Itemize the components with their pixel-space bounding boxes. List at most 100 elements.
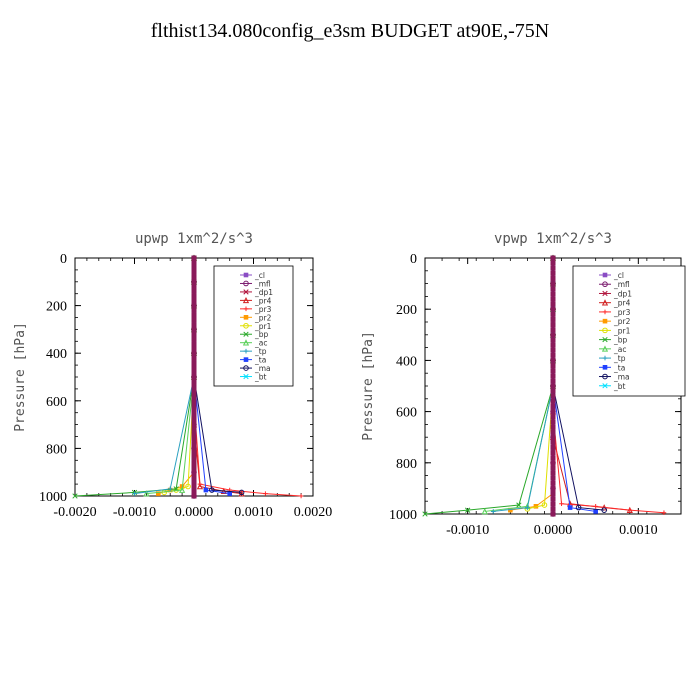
- y-tick-label: 600: [46, 395, 67, 410]
- chart-panel-1: upwp 1xm^2/s^3 Pressure [hPa] 0 200 400 600 80…: [13, 231, 332, 520]
- legend-label: _pr1: [613, 326, 631, 335]
- data-point: [243, 322, 249, 329]
- data-point: [550, 496, 556, 502]
- series-pr1: [161, 255, 197, 496]
- data-point: [550, 286, 556, 292]
- data-point: [602, 327, 608, 334]
- data-point: [550, 378, 556, 384]
- data-point: [550, 368, 556, 374]
- legend-label: _pr4: [613, 299, 631, 308]
- y-tick-label: 1000: [39, 490, 67, 505]
- legend-label: _dp1: [254, 288, 273, 297]
- data-point: [550, 383, 556, 389]
- series-line: [158, 258, 195, 495]
- data-point: [243, 315, 249, 320]
- data-point: [191, 407, 197, 413]
- data-point: [191, 422, 197, 428]
- series-pr2: [508, 255, 556, 513]
- data-point: [550, 455, 556, 461]
- data-point: [661, 510, 667, 516]
- data-point: [550, 424, 556, 430]
- data-point: [465, 507, 471, 513]
- data-point: [191, 388, 197, 394]
- data-point: [191, 269, 197, 275]
- y-tick-label: 0: [410, 252, 417, 267]
- data-point: [197, 481, 203, 487]
- data-point: [550, 485, 556, 491]
- y-tick-label: 400: [396, 354, 417, 369]
- page-title: flthist134.080config_e3sm BUDGET at90E,-…: [150, 20, 550, 42]
- x-tick-label: 0.0010: [234, 505, 273, 520]
- data-point: [191, 331, 197, 337]
- data-point: [191, 493, 197, 499]
- data-point: [298, 493, 304, 499]
- y-tick-label: 200: [46, 300, 67, 315]
- data-point: [196, 483, 204, 490]
- data-point: [191, 417, 197, 423]
- legend-label: _ac: [613, 345, 626, 354]
- data-point: [191, 403, 197, 409]
- data-point: [191, 445, 197, 451]
- data-point: [191, 293, 197, 299]
- data-point: [525, 505, 530, 510]
- data-point: [550, 373, 556, 379]
- data-point: [191, 260, 197, 266]
- data-point: [550, 465, 556, 471]
- x-tick-label: -0.0010: [446, 523, 489, 538]
- legend-label: _ac: [254, 339, 267, 348]
- data-point: [191, 317, 197, 323]
- data-point: [191, 412, 197, 418]
- legend-label: _pr3: [254, 305, 272, 314]
- data-point: [191, 369, 197, 375]
- data-point: [191, 464, 197, 470]
- legend-label: _bt: [613, 382, 626, 391]
- data-point: [191, 364, 197, 370]
- data-point: [550, 398, 556, 404]
- data-point: [550, 352, 556, 358]
- data-point: [191, 474, 197, 480]
- data-point: [550, 270, 556, 276]
- data-point: [191, 436, 197, 442]
- legend-label: _pr1: [254, 322, 272, 331]
- series-ac: [143, 254, 198, 497]
- data-point: [191, 360, 197, 366]
- data-point: [627, 507, 633, 513]
- y-axis-label: Pressure [hPa]: [361, 331, 376, 441]
- data-point: [602, 318, 608, 324]
- y-tick-label: 1000: [389, 508, 417, 523]
- legend-box: [572, 265, 686, 397]
- x-tick-label: 0.0020: [294, 505, 333, 520]
- legend-label: _ta: [613, 363, 625, 372]
- data-point: [550, 275, 556, 281]
- data-point: [243, 272, 249, 278]
- data-point: [550, 409, 556, 415]
- data-point: [550, 491, 556, 497]
- data-point: [550, 501, 556, 507]
- data-point: [72, 493, 78, 499]
- data-point: [550, 363, 556, 369]
- data-point: [191, 450, 197, 456]
- data-point: [238, 490, 245, 497]
- data-point: [550, 316, 556, 322]
- data-point: [601, 299, 609, 306]
- data-point: [191, 279, 197, 285]
- data-point: [191, 298, 197, 304]
- legend-label: _mfl: [254, 279, 271, 288]
- series-ac: [481, 254, 557, 515]
- data-point: [243, 331, 249, 337]
- data-point: [601, 345, 609, 352]
- x-tick-label: 0.0000: [534, 523, 573, 538]
- data-point: [550, 414, 556, 420]
- data-point: [156, 491, 161, 496]
- data-point: [191, 441, 197, 447]
- data-point: [602, 355, 608, 361]
- data-point: [191, 479, 197, 485]
- series-line: [484, 258, 554, 512]
- data-point: [191, 274, 197, 280]
- data-point: [550, 403, 556, 409]
- x-tick-label: -0.0010: [113, 505, 156, 520]
- data-point: [243, 306, 249, 312]
- data-point: [203, 487, 209, 493]
- y-tick-label: 800: [46, 442, 67, 457]
- data-point: [533, 504, 539, 509]
